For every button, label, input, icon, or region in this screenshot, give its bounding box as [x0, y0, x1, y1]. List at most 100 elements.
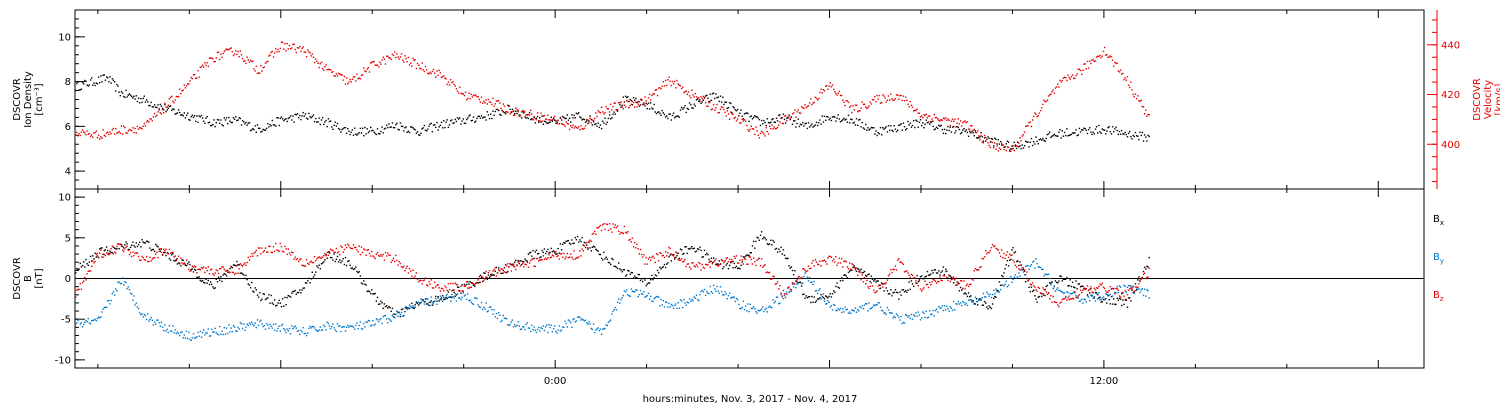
- bottom-data-point: [985, 250, 987, 252]
- bottom-data-point: [629, 238, 631, 241]
- bottom-data-point: [573, 250, 575, 252]
- bottom-data-point: [1003, 272, 1005, 274]
- top-data-point: [902, 122, 905, 124]
- bottom-data-point: [676, 252, 678, 254]
- top-data-point: [532, 118, 534, 120]
- top-data-point: [431, 70, 434, 73]
- bottom-data-point: [504, 271, 507, 274]
- bottom-data-point: [1025, 274, 1027, 276]
- top-data-point: [264, 62, 267, 64]
- top-data-point: [91, 134, 93, 136]
- bottom-data-point: [1071, 281, 1074, 284]
- top-data-point: [754, 133, 756, 136]
- bottom-data-point: [749, 252, 751, 254]
- top-data-point: [422, 69, 424, 71]
- bottom-data-point: [981, 304, 983, 306]
- top-data-point: [693, 103, 695, 105]
- bottom-data-point: [720, 290, 723, 293]
- bottom-data-point: [550, 324, 552, 326]
- top-data-point: [512, 114, 515, 116]
- bottom-data-point: [483, 306, 485, 308]
- bottom-data-point: [718, 292, 720, 294]
- top-data-point: [418, 64, 420, 66]
- top-data-point: [172, 108, 174, 110]
- bottom-data-point: [1114, 303, 1116, 305]
- bottom-data-point: [378, 320, 380, 323]
- bottom-data-point: [126, 287, 128, 290]
- top-data-point: [430, 72, 432, 75]
- bottom-data-point: [450, 296, 452, 298]
- top-data-point: [150, 101, 152, 104]
- bottom-data-point: [610, 228, 612, 230]
- top-data-point: [995, 148, 997, 150]
- bottom-data-point: [232, 271, 235, 274]
- bottom-data-point: [1043, 294, 1045, 296]
- bottom-data-point: [92, 319, 94, 322]
- bottom-data-point: [982, 304, 985, 306]
- top-data-point: [383, 58, 386, 60]
- bottom-data-point: [414, 304, 416, 306]
- top-data-point: [750, 125, 752, 127]
- top-data-point: [994, 137, 996, 139]
- bottom-data-point: [613, 309, 615, 311]
- bottom-data-point: [329, 248, 332, 250]
- bottom-data-point: [403, 315, 405, 317]
- bottom-data-point: [1012, 247, 1014, 249]
- top-data-point: [570, 121, 572, 123]
- top-data-point: [643, 103, 645, 105]
- top-data-point: [715, 93, 717, 95]
- top-data-point: [551, 120, 554, 122]
- top-data-point: [245, 62, 247, 64]
- bottom-data-point: [474, 297, 476, 299]
- bottom-data-point: [999, 284, 1002, 286]
- top-data-point: [757, 117, 759, 119]
- bottom-data-point: [555, 251, 557, 253]
- bottom-data-point: [105, 252, 108, 254]
- bottom-data-point: [716, 263, 718, 265]
- top-data-point: [450, 79, 452, 81]
- top-data-point: [925, 113, 927, 115]
- bottom-data-point: [778, 303, 780, 305]
- bottom-data-point: [508, 324, 510, 327]
- bottom-data-point: [1023, 270, 1026, 272]
- top-data-point: [751, 128, 754, 130]
- bottom-data-point: [835, 309, 837, 312]
- bottom-data-point: [309, 282, 311, 284]
- bottom-data-point: [128, 253, 131, 256]
- bottom-data-point: [239, 263, 241, 265]
- bottom-data-point: [531, 324, 533, 326]
- top-data-point: [603, 122, 605, 124]
- top-data-point: [1075, 74, 1077, 77]
- bottom-data-point: [851, 309, 853, 311]
- bottom-data-point: [493, 309, 495, 311]
- bottom-data-point: [432, 303, 435, 305]
- bottom-data-point: [100, 316, 102, 318]
- top-data-point: [897, 129, 899, 131]
- top-data-point: [925, 119, 927, 121]
- bottom-data-point: [480, 301, 483, 304]
- bottom-data-point: [378, 254, 380, 257]
- bottom-data-point: [598, 329, 600, 332]
- bottom-data-point: [405, 307, 407, 309]
- bottom-data-point: [863, 270, 866, 273]
- bottom-data-point: [423, 303, 426, 305]
- bottom-data-point: [363, 248, 365, 250]
- top-data-point: [781, 122, 783, 124]
- bottom-data-point: [311, 326, 313, 328]
- top-data-point: [931, 118, 933, 120]
- bottom-data-point: [96, 317, 99, 320]
- top-data-point: [508, 104, 510, 107]
- bottom-data-point: [293, 326, 295, 328]
- legend-entry-bx: Bx: [1433, 214, 1444, 227]
- top-data-point: [259, 72, 261, 75]
- bottom-data-point: [1126, 306, 1129, 308]
- bottom-data-point: [247, 256, 249, 259]
- bottom-data-point: [983, 296, 986, 298]
- bottom-data-point: [211, 268, 213, 270]
- bottom-data-point: [964, 288, 966, 290]
- top-data-point: [304, 51, 307, 54]
- top-data-point: [171, 95, 173, 98]
- top-data-point: [483, 100, 485, 102]
- bottom-data-point: [647, 282, 650, 284]
- bottom-data-point: [240, 264, 243, 266]
